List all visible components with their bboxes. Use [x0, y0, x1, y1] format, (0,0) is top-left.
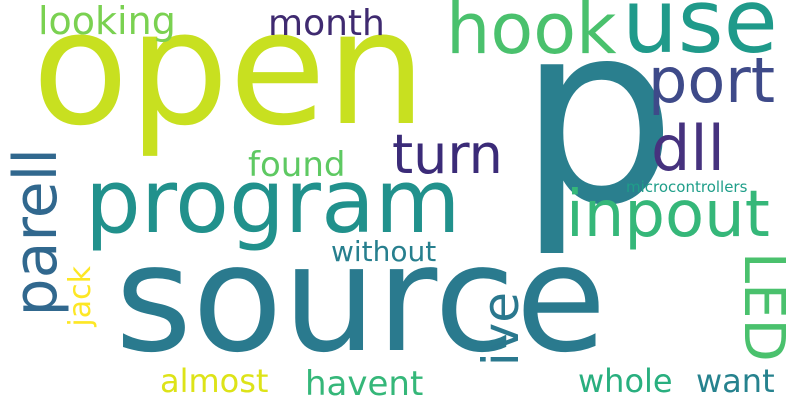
word-p: p	[518, 0, 677, 260]
word-turn: turn	[392, 123, 503, 186]
word-parell: parell	[1, 148, 71, 317]
word-source: source	[115, 213, 607, 385]
word-month: month	[268, 3, 385, 44]
word-almost: almost	[160, 362, 269, 400]
word-looking: looking	[38, 0, 176, 43]
word-inpout: inpout	[566, 178, 770, 252]
word-without: without	[331, 235, 437, 268]
word-microcontrollers: microcontrollers	[626, 178, 748, 196]
word-led: LED	[731, 252, 796, 362]
word-program: program	[85, 150, 461, 253]
word-jack: jack	[63, 266, 98, 327]
word-hook: hook	[446, 0, 617, 70]
word-whole: whole	[578, 362, 673, 400]
word-port: port	[648, 44, 776, 117]
word-dll: dll	[651, 112, 725, 185]
word-ive: ive	[472, 292, 530, 367]
word-want: want	[696, 362, 775, 400]
word-open: open	[32, 0, 427, 161]
word-havent: havent	[305, 364, 424, 400]
word-found: found	[248, 145, 346, 185]
word-use: use	[622, 0, 778, 73]
